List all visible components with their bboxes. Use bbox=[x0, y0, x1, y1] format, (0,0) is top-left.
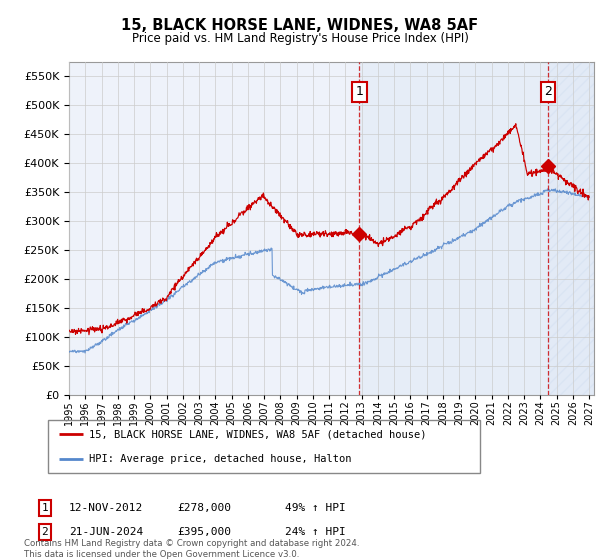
Text: 2: 2 bbox=[544, 85, 552, 98]
Text: 2: 2 bbox=[41, 527, 49, 537]
Text: £278,000: £278,000 bbox=[177, 503, 231, 513]
Text: 24% ↑ HPI: 24% ↑ HPI bbox=[285, 527, 346, 537]
Bar bbox=[359, 62, 548, 395]
Text: 1: 1 bbox=[356, 85, 364, 98]
Text: Contains HM Land Registry data © Crown copyright and database right 2024.
This d: Contains HM Land Registry data © Crown c… bbox=[24, 539, 359, 559]
Text: Price paid vs. HM Land Registry's House Price Index (HPI): Price paid vs. HM Land Registry's House … bbox=[131, 32, 469, 45]
Text: 12-NOV-2012: 12-NOV-2012 bbox=[69, 503, 143, 513]
Text: 49% ↑ HPI: 49% ↑ HPI bbox=[285, 503, 346, 513]
Bar bbox=[548, 62, 597, 395]
Text: 15, BLACK HORSE LANE, WIDNES, WA8 5AF: 15, BLACK HORSE LANE, WIDNES, WA8 5AF bbox=[121, 18, 479, 33]
Text: 15, BLACK HORSE LANE, WIDNES, WA8 5AF (detached house): 15, BLACK HORSE LANE, WIDNES, WA8 5AF (d… bbox=[89, 430, 427, 440]
Text: £395,000: £395,000 bbox=[177, 527, 231, 537]
Text: 1: 1 bbox=[41, 503, 49, 513]
Text: HPI: Average price, detached house, Halton: HPI: Average price, detached house, Halt… bbox=[89, 454, 352, 464]
Text: 21-JUN-2024: 21-JUN-2024 bbox=[69, 527, 143, 537]
